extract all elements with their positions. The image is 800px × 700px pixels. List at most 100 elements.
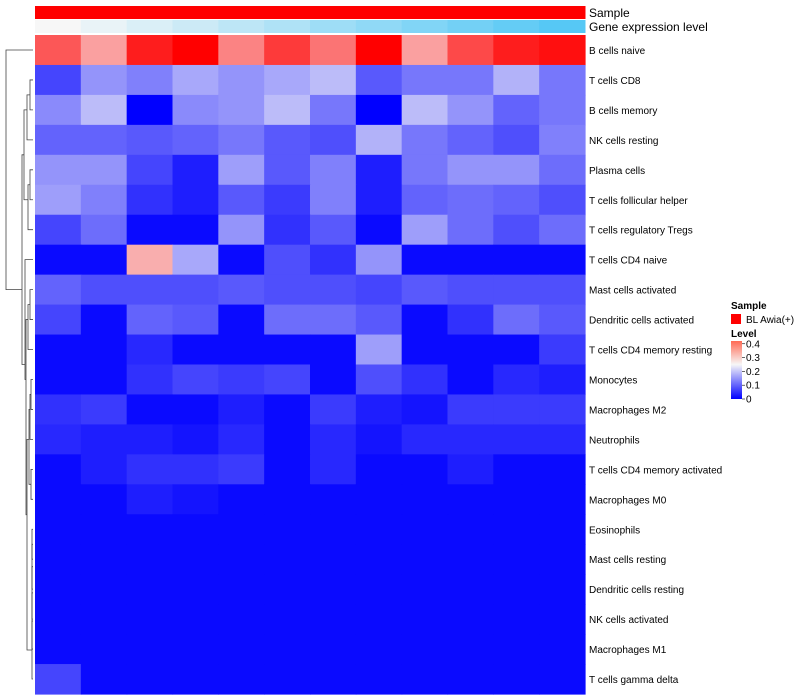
sample-annotation-cell [401, 6, 448, 19]
dendrogram-branch [29, 289, 33, 320]
heatmap-cell [218, 184, 265, 216]
heatmap-cell [539, 454, 586, 485]
heatmap-cell [218, 304, 265, 336]
heatmap-cell [126, 304, 174, 336]
heatmap-cell [539, 364, 586, 396]
heatmap-cell [401, 184, 449, 216]
heatmap-cell [264, 184, 311, 216]
heatmap-cell [172, 334, 219, 366]
sample-annotation-cell [80, 6, 128, 19]
heatmap-cell [80, 604, 128, 635]
legend-tick-label: 0 [746, 395, 752, 406]
heatmap-cell [447, 364, 494, 396]
heatmap-cell [493, 304, 540, 336]
heatmap-cell [355, 574, 403, 605]
heatmap-cell [35, 214, 82, 246]
legend-tick-label: 0.1 [746, 381, 760, 392]
heatmap-cell [539, 424, 586, 455]
heatmap-cell [264, 35, 311, 66]
heatmap-cell [35, 124, 82, 156]
heatmap-cell [493, 244, 540, 276]
sample-annotation-track [35, 6, 586, 19]
heatmap-cell [310, 184, 357, 216]
heatmap-cell [355, 454, 403, 485]
heatmap-cell [264, 424, 311, 455]
heatmap-cell [539, 664, 586, 695]
heatmap-cell [35, 244, 82, 276]
row-label: NK cells activated [589, 615, 668, 626]
heatmap-cell [401, 64, 449, 96]
heatmap-cell [35, 304, 82, 336]
dendrogram-branch [26, 94, 33, 141]
heatmap-cell [310, 64, 357, 96]
heatmap-cell [493, 424, 540, 455]
heatmap-cell [264, 634, 311, 665]
heatmap-cell [218, 484, 265, 515]
heatmap-cell [401, 604, 449, 635]
heatmap-cell [401, 304, 449, 336]
sample-annotation-cell [264, 6, 311, 19]
heatmap-cell [310, 544, 357, 575]
heatmap-cell [80, 274, 128, 306]
heatmap-cell [310, 454, 357, 485]
row-label: Monocytes [589, 375, 637, 386]
heatmap-cell [539, 274, 586, 306]
dendrogram-branch [30, 379, 33, 410]
heatmap-cell [493, 214, 540, 246]
heatmap-cell [35, 35, 82, 66]
heatmap-cell [539, 154, 586, 186]
heatmap-cell [80, 574, 128, 605]
row-label: Mast cells activated [589, 286, 676, 297]
sample-annotation-cell [310, 6, 357, 19]
heatmap-cell [80, 304, 128, 336]
heatmap-cell [172, 544, 219, 575]
dendrogram-branch [21, 154, 25, 365]
heatmap-cell [401, 484, 449, 515]
heatmap-cell [80, 424, 128, 455]
row-label: B cells naive [589, 46, 646, 57]
row-label: T cells regulatory Tregs [589, 226, 693, 237]
heatmap-cell [126, 274, 174, 306]
heatmap-cell [126, 124, 174, 156]
heatmap-cell [264, 544, 311, 575]
row-dendrogram [5, 49, 33, 680]
heatmap-cell [264, 334, 311, 366]
dendrogram-branch [29, 79, 33, 111]
heatmap-cell [172, 394, 219, 426]
heatmap-cell [80, 334, 128, 366]
heatmap-cell [310, 484, 357, 515]
heatmap-cell [172, 364, 219, 396]
heatmap-cell [126, 514, 174, 545]
heatmap-cell [355, 424, 403, 455]
heatmap-cell [126, 634, 174, 665]
gene-expression-annotation-cell [218, 20, 265, 33]
heatmap-cell [310, 514, 357, 545]
heatmap-cell [493, 124, 540, 156]
legend-level-colorbar [731, 341, 742, 399]
heatmap-cell [126, 604, 174, 635]
legend-level-title: Level [731, 329, 757, 340]
legend-sample-title: Sample [731, 301, 767, 312]
heatmap-cells [35, 35, 586, 695]
heatmap-cell [447, 274, 494, 306]
heatmap-cell [126, 364, 174, 396]
heatmap-cell [355, 154, 403, 186]
heatmap-cell [310, 574, 357, 605]
heatmap-cell [264, 274, 311, 306]
heatmap-cell [264, 304, 311, 336]
heatmap-cell [264, 484, 311, 515]
sample-annotation-cell [218, 6, 265, 19]
heatmap-cell [172, 574, 219, 605]
heatmap-cell [126, 424, 174, 455]
heatmap-cell [355, 124, 403, 156]
heatmap-cell [310, 94, 357, 126]
heatmap-cell [401, 154, 449, 186]
heatmap-cell [447, 244, 494, 276]
heatmap-cell [401, 214, 449, 246]
row-label: Macrophages M2 [589, 405, 667, 416]
heatmap-cell [401, 364, 449, 396]
heatmap-cell [172, 604, 219, 635]
heatmap-cell [493, 334, 540, 366]
heatmap-cell [447, 514, 494, 545]
